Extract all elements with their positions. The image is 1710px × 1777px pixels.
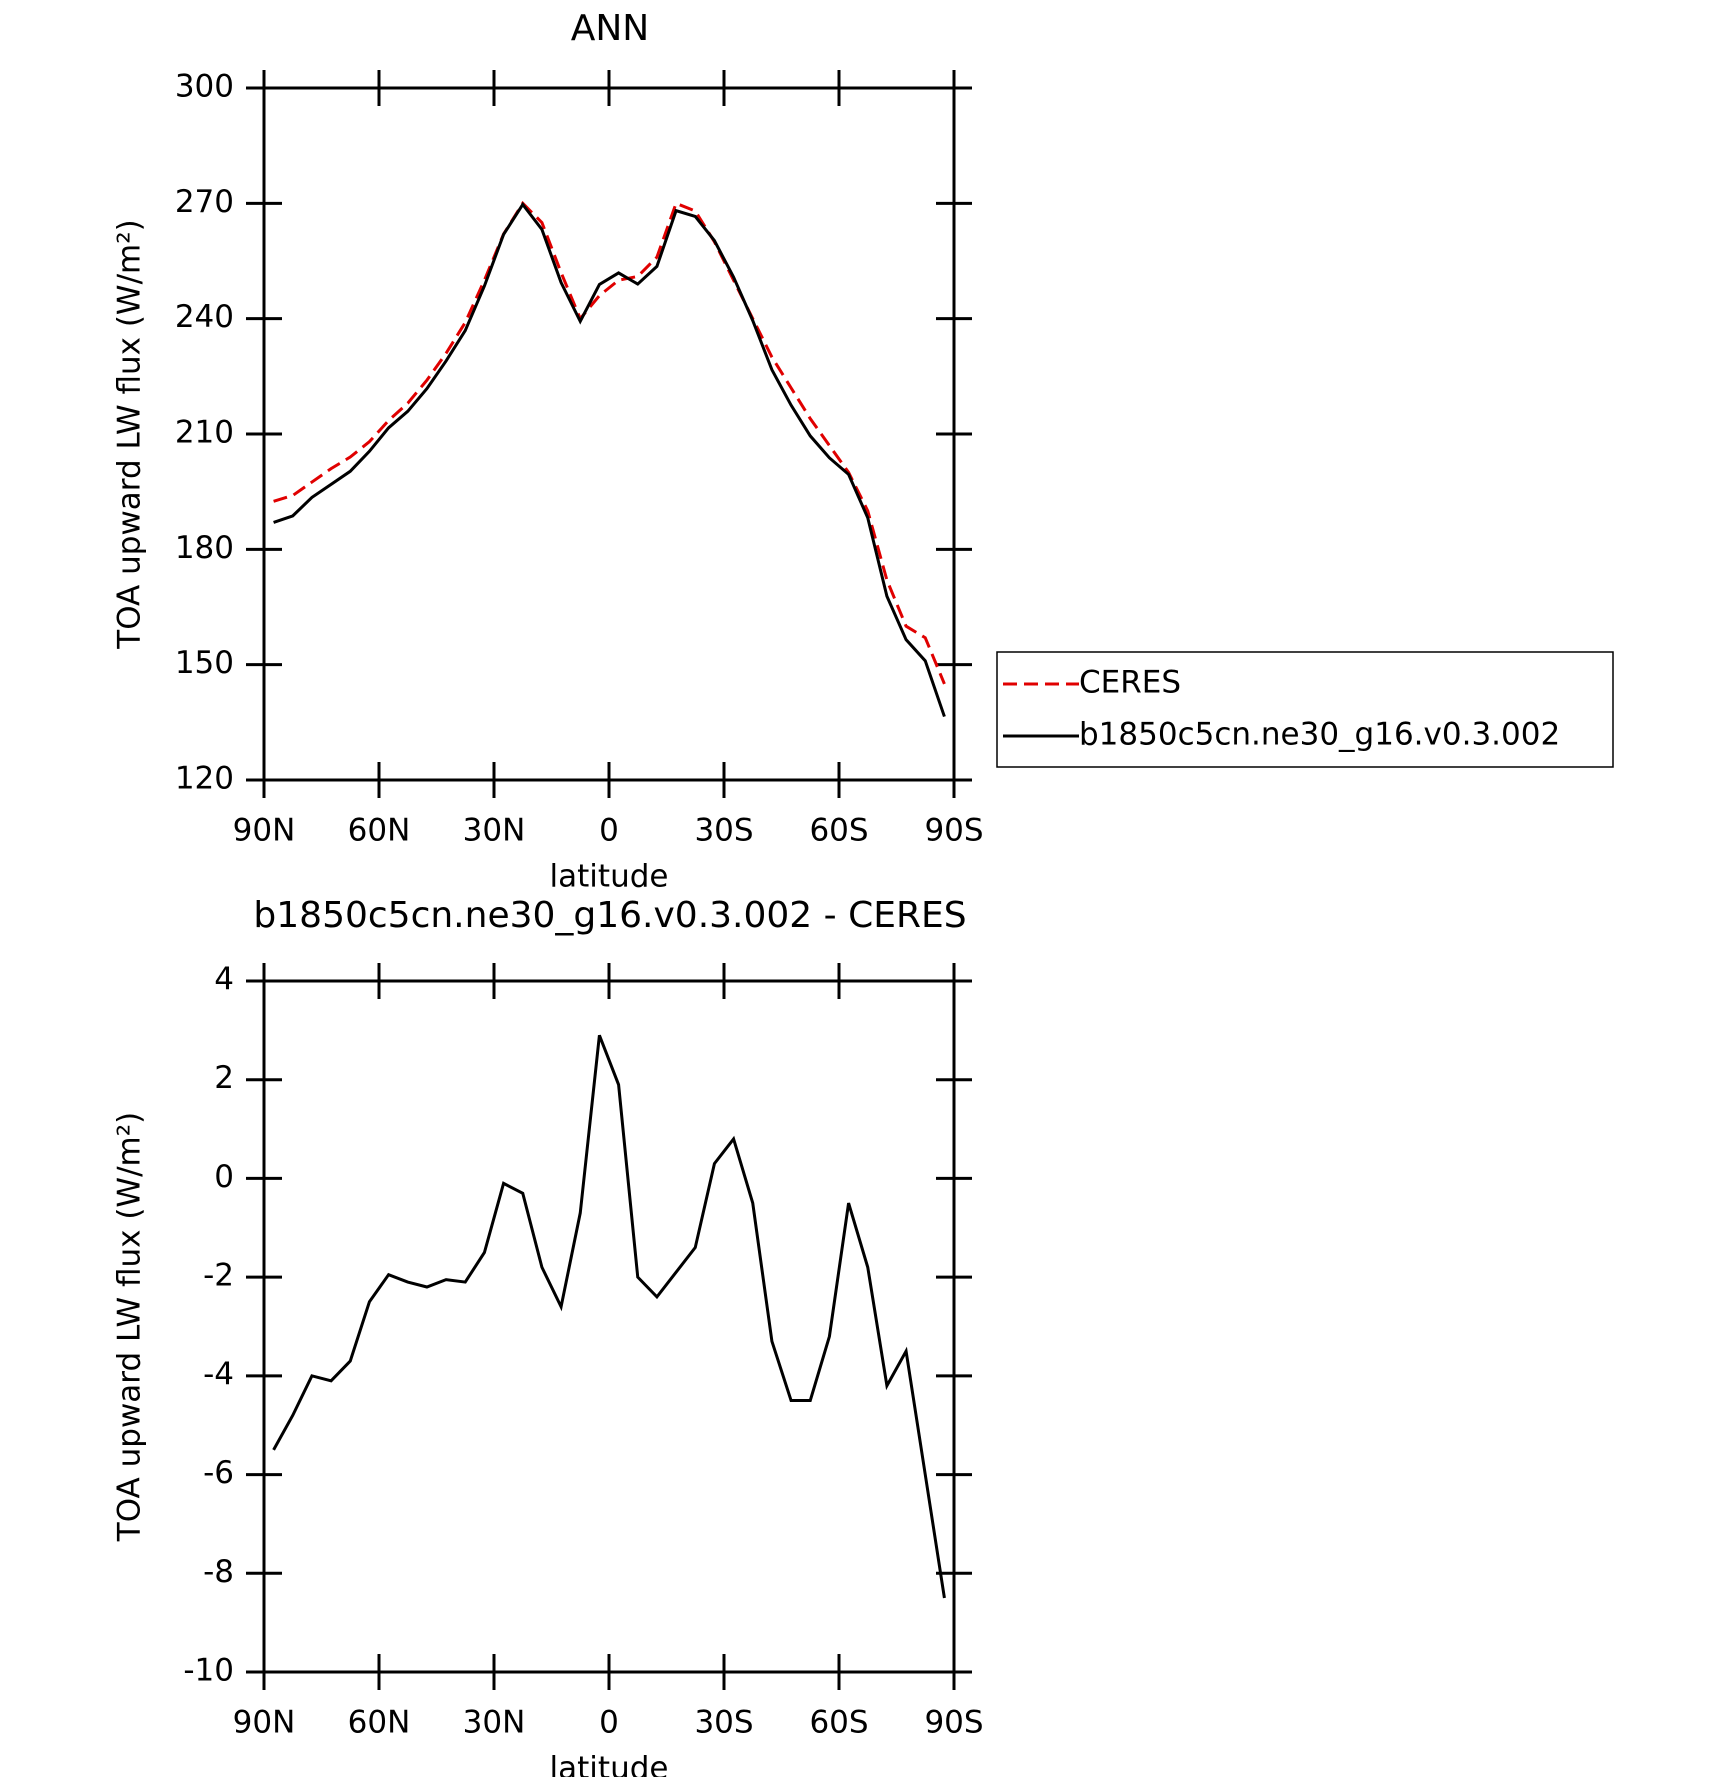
y-tick-label: -6 — [203, 1455, 234, 1491]
y-axis-label: TOA upward LW flux (W/m²) — [112, 1112, 148, 1542]
x-tick-label: 0 — [599, 813, 619, 849]
y-tick-label: 180 — [175, 530, 234, 566]
x-tick-label: 60S — [809, 813, 868, 849]
x-tick-label: 60S — [809, 1705, 868, 1741]
x-tick-label: 90N — [233, 813, 296, 849]
plot-frame — [262, 86, 956, 782]
x-tick-label: 30N — [463, 813, 526, 849]
legend-label: b1850c5cn.ne30_g16.v0.3.002 — [1079, 717, 1560, 753]
plot-frame — [262, 979, 956, 1674]
chart-title: b1850c5cn.ne30_g16.v0.3.002 - CERES — [253, 895, 966, 936]
x-tick-label: 90S — [924, 1705, 983, 1741]
x-tick-label: 30S — [694, 1705, 753, 1741]
data-line — [273, 201, 946, 718]
x-axis-label: latitude — [550, 1751, 669, 1777]
x-tick-label: 30S — [694, 813, 753, 849]
data-line — [272, 1034, 946, 1599]
x-tick-label: 30N — [463, 1705, 526, 1741]
y-tick-label: -4 — [203, 1356, 234, 1392]
y-tick-label: 120 — [175, 761, 234, 797]
x-tick-label: 90S — [924, 813, 983, 849]
x-tick-label: 90N — [233, 1705, 296, 1741]
y-tick-label: 4 — [214, 962, 234, 998]
y-tick-label: 2 — [214, 1060, 234, 1096]
x-axis-label: latitude — [550, 859, 669, 895]
legend-label: CERES — [1079, 665, 1181, 701]
chart-title: ANN — [571, 8, 650, 49]
y-tick-label: 300 — [175, 69, 234, 105]
y-tick-label: 210 — [175, 415, 234, 451]
y-tick-label: -2 — [203, 1258, 234, 1294]
legend-box — [996, 651, 1614, 768]
y-tick-label: 270 — [175, 184, 234, 220]
x-tick-label: 60N — [348, 1705, 411, 1741]
data-line — [273, 200, 946, 685]
y-tick-label: 150 — [175, 645, 234, 681]
y-tick-label: 240 — [175, 299, 234, 335]
y-tick-label: 0 — [214, 1159, 234, 1195]
y-tick-label: -8 — [203, 1554, 234, 1590]
x-tick-label: 0 — [599, 1705, 619, 1741]
y-axis-label: TOA upward LW flux (W/m²) — [112, 219, 148, 649]
y-tick-label: -10 — [183, 1653, 234, 1689]
x-tick-label: 60N — [348, 813, 411, 849]
